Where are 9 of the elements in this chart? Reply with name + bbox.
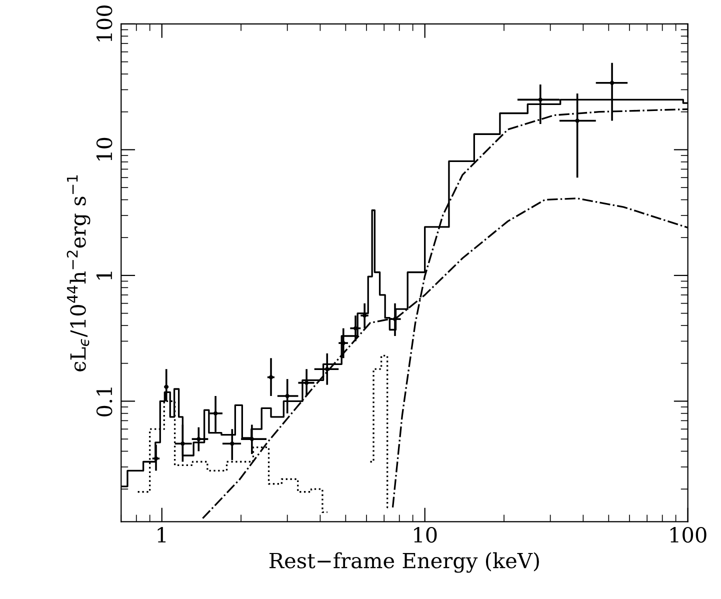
x-tick-label: 10 [414,526,437,543]
y-tick-label: 0.1 [96,388,112,416]
x-tick-label: 1 [158,526,166,542]
y-axis-title: ϵL$_{ϵ}$/10$^{44}$h$^{−2}$erg s$^{−1}$ [66,175,90,372]
x-tick-label: 100 [670,526,706,543]
y-tick-label: 1 [96,272,112,280]
y-tick-label: 100 [96,5,112,42]
x-axis-title: Rest−frame Energy (keV) [270,552,539,573]
y-tick-label: 10 [96,138,112,160]
